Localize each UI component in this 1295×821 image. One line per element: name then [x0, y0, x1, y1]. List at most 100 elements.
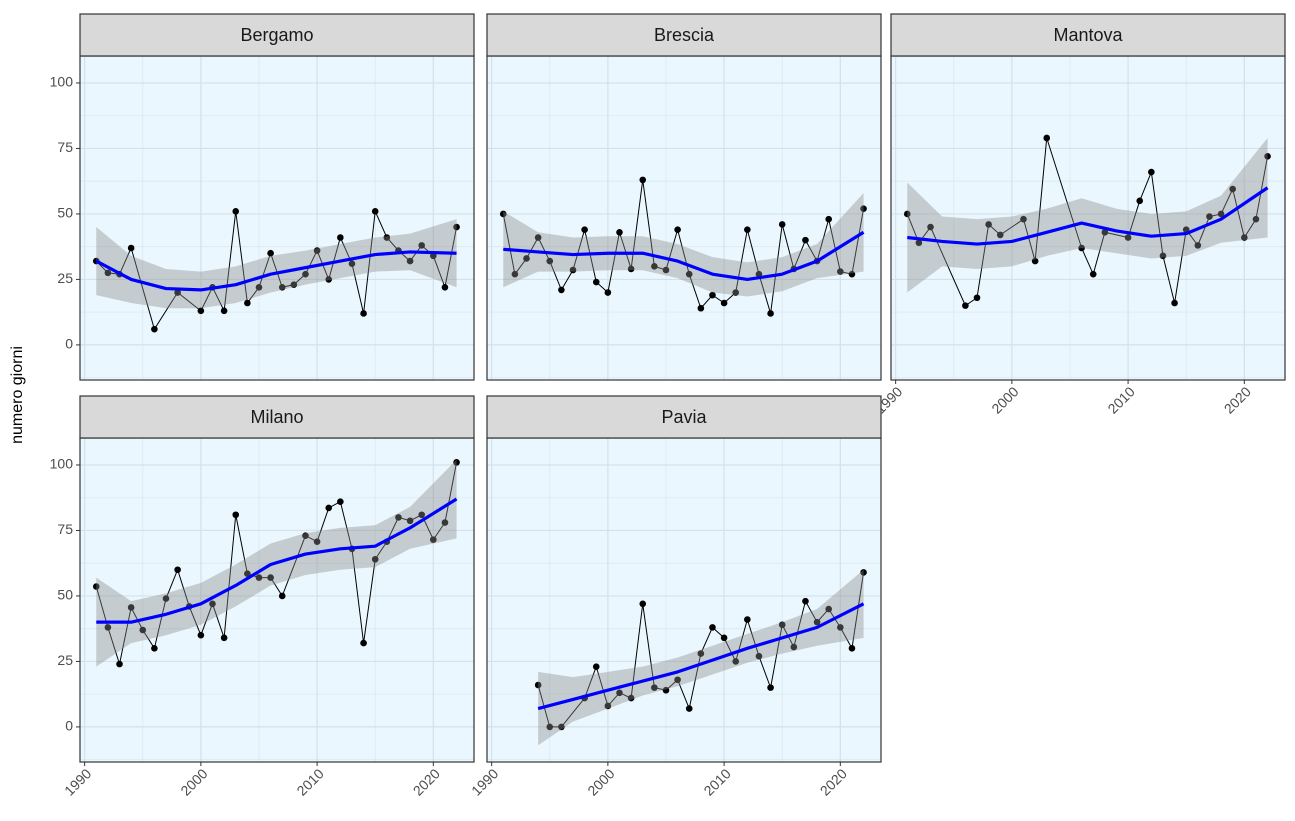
data-point: [348, 260, 356, 268]
data-point: [453, 223, 460, 231]
strip: [79, 13, 475, 57]
data-point: [104, 624, 112, 631]
data-point: [604, 702, 612, 710]
data-point: [767, 684, 774, 691]
y-tick-label: 75: [57, 521, 73, 537]
x-tick-label: 2010: [700, 765, 733, 798]
panel-background: [891, 56, 1285, 380]
data-point: [709, 624, 716, 631]
data-point: [825, 605, 832, 613]
data-point: [569, 266, 577, 274]
data-point: [1124, 234, 1132, 241]
data-point: [430, 536, 437, 543]
data-point: [604, 289, 612, 296]
data-point: [92, 583, 100, 590]
data-point: [1148, 168, 1155, 176]
data-point: [395, 514, 402, 521]
data-point: [139, 626, 147, 634]
smooth-line: [907, 186, 1269, 246]
data-point: [511, 270, 519, 278]
data-point: [778, 621, 786, 629]
data-point: [1136, 197, 1144, 205]
data-point: [837, 624, 844, 631]
data-point: [767, 310, 774, 317]
data-point: [360, 310, 367, 317]
data-point: [709, 291, 716, 299]
x-tick-label: 1990: [61, 765, 94, 798]
data-point: [127, 604, 135, 611]
y-tick-label: 25: [57, 270, 73, 286]
data-point: [1229, 185, 1236, 193]
data-point: [1241, 234, 1248, 241]
data-point: [534, 681, 542, 689]
data-point: [267, 249, 274, 257]
data-point: [627, 265, 635, 273]
data-point: [697, 650, 705, 657]
confidence-band: [907, 137, 1268, 293]
data-point: [558, 723, 565, 731]
data-point: [220, 307, 228, 315]
data-point: [813, 618, 821, 626]
data-point: [685, 705, 693, 712]
data-point: [778, 221, 786, 228]
data-point: [220, 634, 228, 642]
data-point: [174, 289, 181, 296]
data-point: [1020, 215, 1027, 223]
strip-title: Bergamo: [240, 25, 313, 45]
data-point: [418, 242, 425, 249]
y-tick-label: 100: [50, 74, 74, 90]
data-point: [1206, 213, 1213, 220]
data-point: [302, 532, 309, 539]
data-point: [639, 600, 647, 608]
confidence-band: [503, 192, 864, 297]
x-tick-label: 2020: [817, 765, 850, 798]
x-tick-label: 2010: [293, 765, 326, 798]
data-point: [104, 269, 112, 277]
data-point: [915, 239, 923, 247]
x-tick-label: 2000: [988, 383, 1021, 416]
data-point: [313, 538, 321, 546]
data-point: [209, 600, 216, 608]
data-line: [502, 179, 865, 314]
strip-title: Mantova: [1053, 25, 1123, 45]
smooth-line: [95, 250, 457, 292]
x-tick-label: 2020: [1221, 383, 1254, 416]
data-point: [1217, 210, 1225, 218]
data-point: [406, 257, 414, 265]
data-point: [325, 276, 333, 283]
strip-title: Pavia: [661, 407, 707, 427]
data-point: [802, 597, 809, 605]
data-point: [116, 660, 123, 668]
data-point: [197, 631, 205, 639]
data-point: [558, 286, 565, 294]
data-point: [371, 555, 379, 563]
data-point: [1031, 257, 1039, 265]
x-tick-label: 1990: [468, 765, 501, 798]
data-point: [383, 234, 391, 241]
data-point: [592, 278, 600, 286]
data-point: [616, 228, 623, 236]
y-tick-label: 0: [65, 718, 73, 734]
data-point: [802, 236, 809, 244]
data-line: [537, 572, 865, 728]
data-point: [151, 325, 158, 333]
data-point: [744, 226, 751, 233]
strip: [486, 395, 882, 439]
strip-title: Brescia: [654, 25, 715, 45]
data-point: [371, 208, 379, 215]
data-point: [232, 511, 240, 519]
data-point: [162, 595, 170, 602]
data-point: [732, 289, 740, 296]
data-point: [616, 689, 623, 697]
data-point: [860, 205, 867, 213]
data-point: [755, 652, 763, 660]
strip: [79, 395, 475, 439]
data-point: [406, 517, 414, 525]
data-point: [581, 226, 588, 233]
strip: [890, 13, 1286, 57]
data-point: [244, 570, 251, 577]
panel-background: [80, 438, 474, 762]
data-point: [337, 498, 344, 505]
